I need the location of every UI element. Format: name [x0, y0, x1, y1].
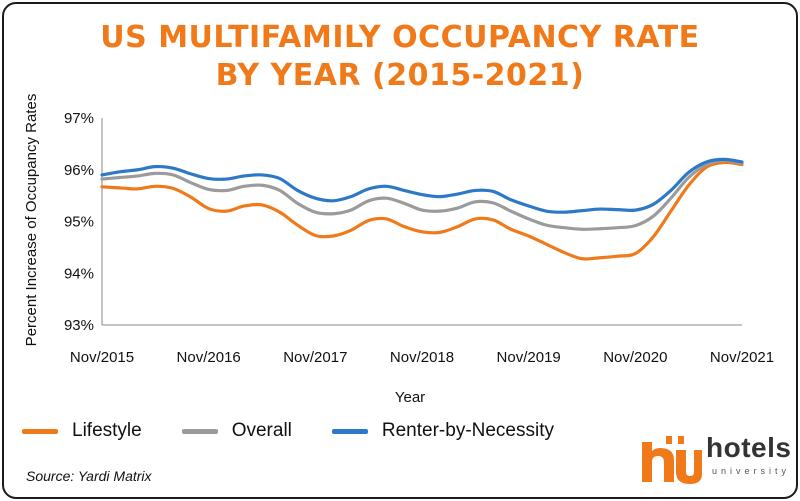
x-tick-label: Nov/2020 [603, 349, 667, 366]
legend-swatch-overall [181, 428, 218, 434]
legend-swatch-rbn [331, 428, 368, 434]
y-axis-title: Percent Increase of Occupancy Rates [23, 94, 40, 347]
legend-item-lifestyle: Lifestyle [22, 420, 142, 442]
chart-axes [101, 118, 742, 326]
legend-item-rbn: Renter-by-Necessity [331, 420, 554, 442]
x-tick-label: Nov/2021 [710, 349, 774, 366]
chart-title-line2: BY YEAR (2015-2021) [215, 58, 585, 93]
lifestyle-line [100, 160, 744, 261]
y-tick-label: 96% [64, 162, 94, 179]
chart-legend: Lifestyle Overall Renter-by-Necessity [22, 420, 594, 442]
logo-mark-icon [642, 436, 702, 484]
y-tick-label: 94% [64, 265, 94, 282]
legend-swatch-lifestyle [22, 428, 58, 434]
x-tick-label: Nov/2018 [390, 349, 454, 366]
chart-title-line1: US MULTIFAMILY OCCUPANCY RATE [100, 20, 700, 55]
legend-label-overall: Overall [231, 420, 292, 441]
legend-item-overall: Overall [181, 420, 292, 442]
x-tick-label: Nov/2017 [283, 349, 347, 366]
x-tick-label: Nov/2019 [497, 349, 561, 366]
source-note: Source: Yardi Matrix [26, 468, 152, 484]
y-tick-label: 97% [64, 110, 94, 127]
x-tick-label: Nov/2015 [70, 349, 134, 366]
x-tick-label: Nov/2016 [177, 349, 241, 366]
series-lines [100, 157, 744, 261]
x-axis-title: Year [395, 389, 425, 406]
legend-label-lifestyle: Lifestyle [72, 420, 142, 441]
logo-text: hotels [706, 432, 792, 463]
rbn-line [100, 157, 744, 214]
y-tick-label: 95% [64, 214, 94, 231]
hotels-university-logo: hotels university [636, 430, 791, 486]
y-tick-label: 93% [64, 317, 94, 334]
tick-labels: 93% 94% 95% 96% 97% Nov/2015 Nov/2016 Nov/2017 N… [64, 110, 774, 366]
logo-subtext: university [712, 466, 791, 476]
overall-line [100, 158, 744, 231]
legend-label-rbn: Renter-by-Necessity [381, 420, 554, 441]
